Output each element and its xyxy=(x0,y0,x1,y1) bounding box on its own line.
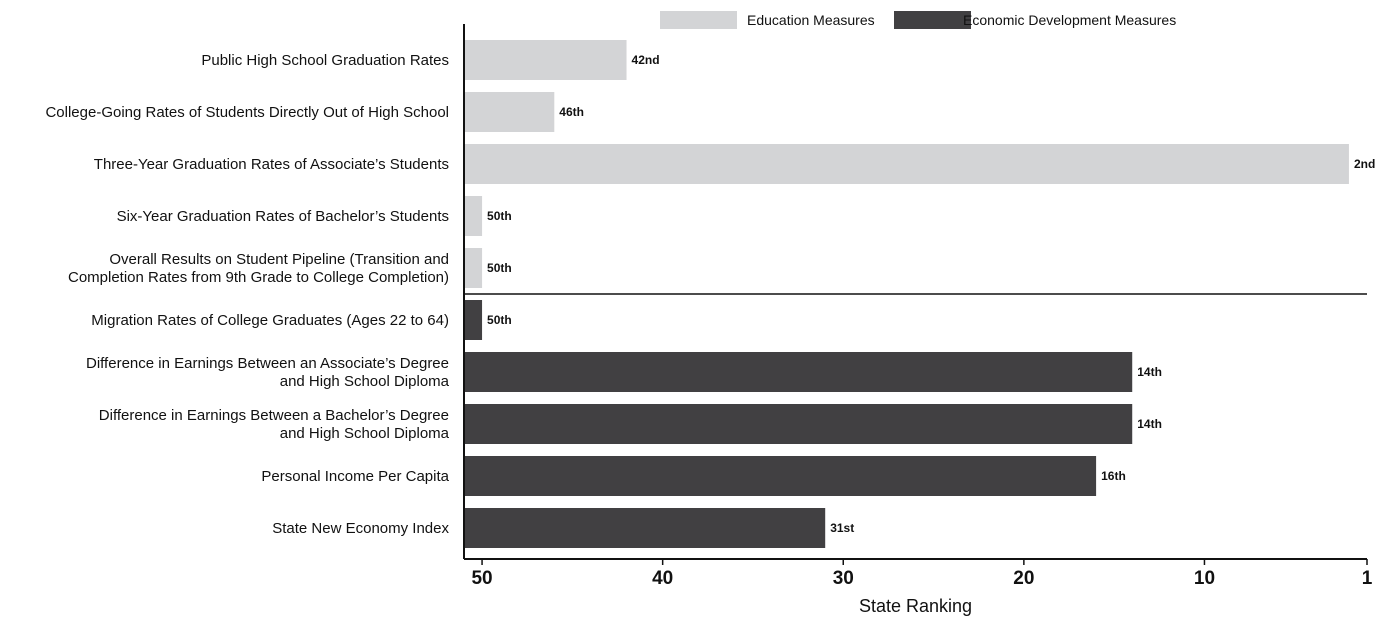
legend-swatch-1 xyxy=(660,11,737,29)
data-label-6: 50th xyxy=(487,313,512,327)
category-label-8-line-1: Difference in Earnings Between a Bachelo… xyxy=(99,407,449,424)
bar-8 xyxy=(464,404,1133,444)
bar-1 xyxy=(464,40,627,80)
axes-group: 50 40 30 20 10 1 xyxy=(463,24,1373,589)
x-tick-label-20: 20 xyxy=(1013,568,1034,589)
category-label-2: College-Going Rates of Students Directly… xyxy=(45,104,449,121)
legend-label-2: Economic Development Measures xyxy=(963,12,1176,28)
category-label-9: Personal Income Per Capita xyxy=(261,468,449,485)
bar-7 xyxy=(464,352,1133,392)
category-label-6: Migration Rates of College Graduates (Ag… xyxy=(91,312,449,329)
data-label-9: 16th xyxy=(1101,469,1126,483)
legend-swatch-2 xyxy=(894,11,971,29)
bars-group: 42nd 46th 2nd 50th 50th 50th 14th 14th 16th 31st xyxy=(464,40,1375,548)
legend-label-1: Education Measures xyxy=(747,12,875,28)
data-label-7: 14th xyxy=(1137,365,1162,379)
category-label-7-line-2: and High School Diploma xyxy=(280,373,450,390)
x-tick-label-30: 30 xyxy=(833,568,854,589)
x-tick-label-50: 50 xyxy=(471,568,492,589)
x-axis-title: State Ranking xyxy=(859,596,972,616)
bar-10 xyxy=(464,508,826,548)
legend: Education Measures Economic Development M… xyxy=(660,11,1176,29)
data-label-4: 50th xyxy=(487,209,512,223)
bar-5 xyxy=(464,248,483,288)
data-label-5: 50th xyxy=(487,261,512,275)
category-label-5-line-1: Overall Results on Student Pipeline (Tra… xyxy=(109,251,449,268)
x-tick-label-1: 1 xyxy=(1362,568,1373,589)
category-label-8-line-2: and High School Diploma xyxy=(280,425,450,442)
data-label-1: 42nd xyxy=(632,53,660,67)
category-label-4: Six-Year Graduation Rates of Bachelor’s … xyxy=(117,208,449,225)
x-tick-label-10: 10 xyxy=(1194,568,1215,589)
category-labels: Public High School Graduation Rates Colle… xyxy=(45,52,449,537)
category-label-3: Three-Year Graduation Rates of Associate… xyxy=(94,156,449,173)
bar-2 xyxy=(464,92,555,132)
bar-3 xyxy=(464,144,1349,184)
category-label-7-line-1: Difference in Earnings Between an Associ… xyxy=(86,355,449,372)
bar-6 xyxy=(464,300,483,340)
data-label-10: 31st xyxy=(830,521,854,535)
data-label-2: 46th xyxy=(559,105,584,119)
data-label-8: 14th xyxy=(1137,417,1162,431)
data-label-3: 2nd xyxy=(1354,157,1375,171)
category-label-1: Public High School Graduation Rates xyxy=(201,52,449,69)
category-label-5-line-2: Completion Rates from 9th Grade to Colle… xyxy=(68,269,449,286)
bar-9 xyxy=(464,456,1097,496)
category-label-10: State New Economy Index xyxy=(272,520,449,537)
x-tick-label-40: 40 xyxy=(652,568,673,589)
bar-4 xyxy=(464,196,483,236)
